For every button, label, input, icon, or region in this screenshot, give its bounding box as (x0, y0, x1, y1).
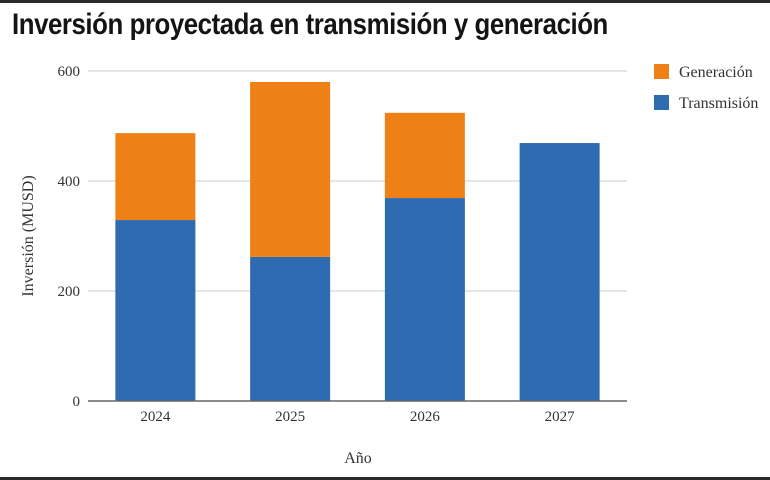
y-tick-label: 600 (58, 64, 81, 80)
legend-swatch-transmisin (654, 95, 669, 110)
x-tick-labels: 2024 2025 2026 2027 (140, 409, 575, 425)
x-tick-label: 2025 (275, 409, 305, 425)
top-border (0, 0, 770, 3)
legend-label: Transmisión (679, 95, 758, 112)
bar-transmisin-2025 (250, 256, 331, 401)
y-axis-label: Inversión (MUSD) (20, 175, 37, 296)
y-tick-label: 0 (73, 394, 81, 410)
bar-transmisin-2026 (384, 198, 465, 401)
legend-swatch-generacin (654, 64, 669, 79)
x-tick-label: 2024 (140, 409, 171, 425)
legend: Generación Transmisión (654, 64, 758, 112)
bar-generacin-2026 (384, 112, 465, 199)
y-tick-label: 200 (58, 284, 81, 300)
x-axis-label: Año (344, 450, 372, 467)
bar-generacin-2025 (250, 82, 331, 257)
bar-transmisin-2024 (115, 220, 196, 401)
x-tick-label: 2027 (545, 409, 576, 425)
bars (115, 82, 600, 402)
y-tick-labels: 0 200 400 600 (58, 64, 81, 410)
bottom-border (0, 477, 770, 480)
bar-generacin-2024 (115, 133, 196, 221)
x-tick-label: 2026 (410, 409, 441, 425)
legend-label: Generación (679, 64, 753, 81)
y-tick-label: 400 (58, 174, 81, 190)
bar-transmisin-2027 (519, 143, 600, 402)
chart-title: Inversión proyectada en transmisión y ge… (12, 8, 608, 41)
